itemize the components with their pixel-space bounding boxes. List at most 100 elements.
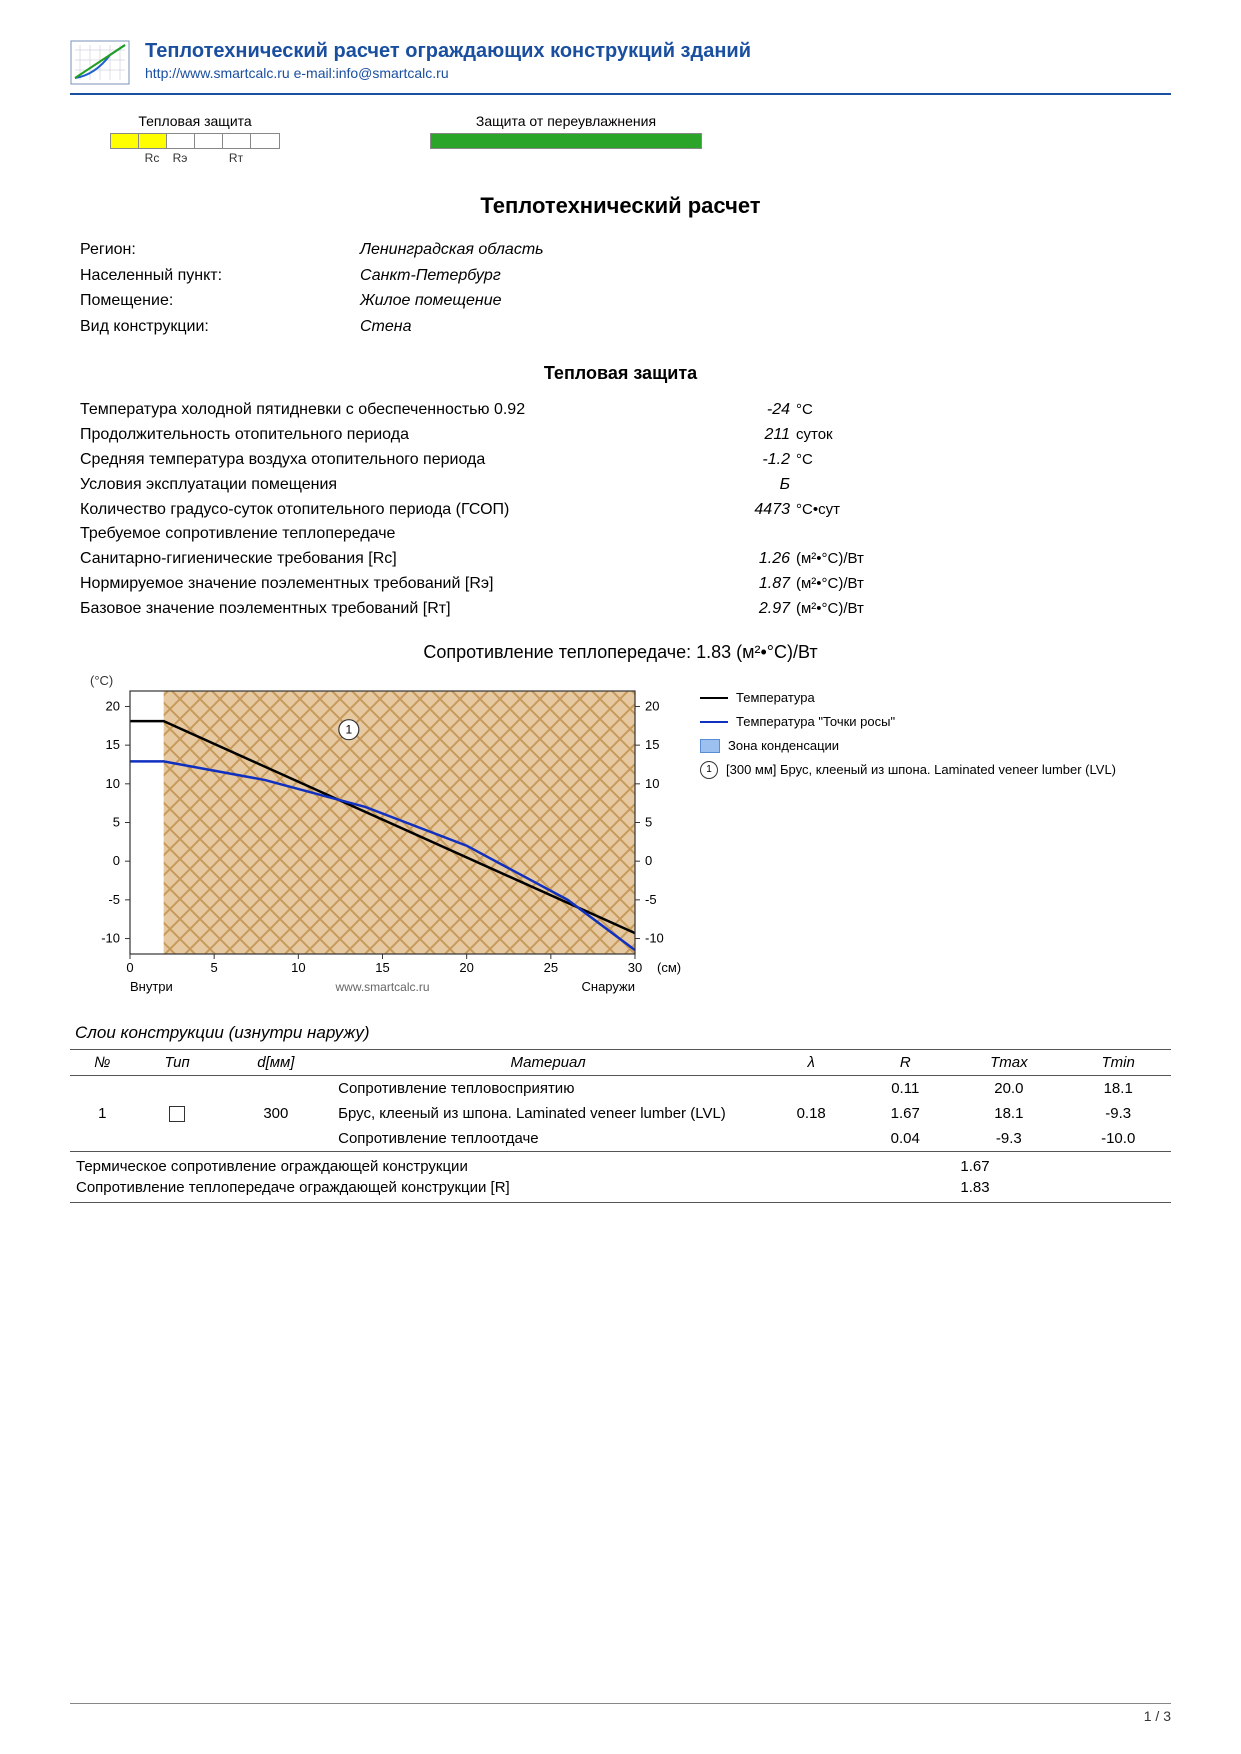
thermal-indicator: Тепловая защита RсRэRт [110,113,280,165]
thermal-bar-cell [167,134,195,148]
svg-text:10: 10 [106,775,120,790]
svg-text:www.smartcalc.ru: www.smartcalc.ru [334,980,429,994]
meta-key: Помещение: [80,288,360,314]
thermal-bar-cell [111,134,139,148]
param-label: Требуемое сопротивление теплопередаче [80,522,720,547]
page-footer: 1 / 3 [70,1703,1171,1724]
param-label: Количество градусо-суток отопительного п… [80,498,720,523]
svg-text:0: 0 [113,853,120,868]
thermal-bar-cell [251,134,279,148]
param-unit: (м²•°C)/Вт [796,547,864,572]
param-val: -24 [720,398,796,423]
layers-table: №Типd[мм]МатериалλRTmaxTmin Сопротивлени… [70,1049,1171,1151]
svg-text:-5: -5 [108,891,120,906]
param-val: 211 [720,423,796,448]
layers-header: № [70,1049,135,1075]
param-unit: °C [796,448,813,473]
thermal-bar-cell [139,134,167,148]
svg-text:0: 0 [645,853,652,868]
table-row: 1300 Брус, клееный из шпона. Laminated v… [70,1101,1171,1126]
svg-text:5: 5 [211,960,218,975]
table-row: Сопротивление тепловосприятию0.11 20.018… [70,1075,1171,1101]
param-label: Условия эксплуатации помещения [80,473,720,498]
param-val: -1.2 [720,448,796,473]
svg-text:-5: -5 [645,891,657,906]
layers-totals: Термическое сопротивление ограждающей ко… [70,1151,1171,1203]
param-val [720,522,796,547]
svg-text:20: 20 [106,698,120,713]
total-label: Сопротивление теплопередаче ограждающей … [76,1179,935,1196]
meta-table: Регион: Ленинградская областьНаселенный … [80,237,1171,339]
param-label: Температура холодной пятидневки с обеспе… [80,398,720,423]
total-val: 1.83 [935,1179,1015,1196]
layers-header: R [858,1049,952,1075]
param-label: Базовое значение поэлементных требований… [80,597,720,622]
param-val: 1.87 [720,572,796,597]
meta-val: Стена [360,314,411,340]
thermal-section-title: Тепловая защита [70,363,1171,384]
svg-text:Снаружи: Снаружи [582,979,636,994]
param-val: 2.97 [720,597,796,622]
layers-header: Тип [135,1049,220,1075]
legend-item: Температура "Точки росы" [700,711,1116,733]
param-label: Нормируемое значение поэлементных требов… [80,572,720,597]
svg-text:0: 0 [126,960,133,975]
thermal-bar-cell [223,134,251,148]
svg-text:Внутри: Внутри [130,979,173,994]
layers-header: Tmax [952,1049,1065,1075]
layers-header: Tmin [1065,1049,1171,1075]
param-unit: (м²•°C)/Вт [796,572,864,597]
svg-text:-10: -10 [101,930,120,945]
table-row: Сопротивление теплоотдаче0.04 -9.3-10.0 [70,1126,1171,1151]
meta-key: Регион: [80,237,360,263]
svg-text:-10: -10 [645,930,664,945]
svg-text:5: 5 [113,814,120,829]
layers-title: Слои конструкции (изнутри наружу) [75,1023,1171,1043]
layers-header: d[мм] [220,1049,332,1075]
param-label: Санитарно-гигиенические требования [Rс] [80,547,720,572]
meta-val: Жилое помещение [360,288,502,314]
layers-header: Материал [332,1049,764,1075]
chart-legend: ТемператураТемпература "Точки росы"Зона … [700,687,1116,783]
svg-text:1: 1 [345,722,352,736]
svg-text:10: 10 [645,775,659,790]
param-val: 4473 [720,498,796,523]
total-label: Термическое сопротивление ограждающей ко… [76,1158,935,1175]
param-unit: суток [796,423,833,448]
page-header: Теплотехнический расчет ограждающих конс… [70,40,1171,95]
moisture-indicator: Защита от переувлажнения [430,113,702,165]
legend-item: Зона конденсации [700,735,1116,757]
moisture-bar [430,133,702,149]
param-unit: (м²•°C)/Вт [796,597,864,622]
param-label: Средняя температура воздуха отопительног… [80,448,720,473]
svg-text:15: 15 [375,960,389,975]
meta-val: Ленинградская область [360,237,544,263]
logo-icon [70,40,130,85]
meta-key: Вид конструкции: [80,314,360,340]
layers-header: λ [764,1049,858,1075]
page-title: Теплотехнический расчет ограждающих конс… [145,40,751,63]
svg-text:20: 20 [459,960,473,975]
meta-val: Санкт-Петербург [360,263,501,289]
total-val: 1.67 [935,1158,1015,1175]
svg-text:5: 5 [645,814,652,829]
legend-item: Температура [700,687,1116,709]
svg-text:20: 20 [645,698,659,713]
svg-text:30: 30 [628,960,642,975]
svg-text:(°C): (°C) [90,673,113,688]
main-title: Теплотехнический расчет [70,193,1171,219]
indicator-row: Тепловая защита RсRэRт Защита от переувл… [110,113,1171,165]
param-val: Б [720,473,796,498]
svg-text:10: 10 [291,960,305,975]
svg-text:15: 15 [106,737,120,752]
page-subtitle: http://www.smartcalc.ru e-mail:info@smar… [145,65,751,81]
svg-text:(см): (см) [657,960,681,975]
param-table: Температура холодной пятидневки с обеспе… [80,398,1171,621]
svg-text:25: 25 [544,960,558,975]
param-unit: °C•сут [796,498,840,523]
svg-text:15: 15 [645,737,659,752]
param-unit: °C [796,398,813,423]
thermal-bar-cell [195,134,223,148]
legend-item: 1[300 мм] Брус, клееный из шпона. Lamina… [700,759,1116,781]
param-label: Продолжительность отопительного периода [80,423,720,448]
